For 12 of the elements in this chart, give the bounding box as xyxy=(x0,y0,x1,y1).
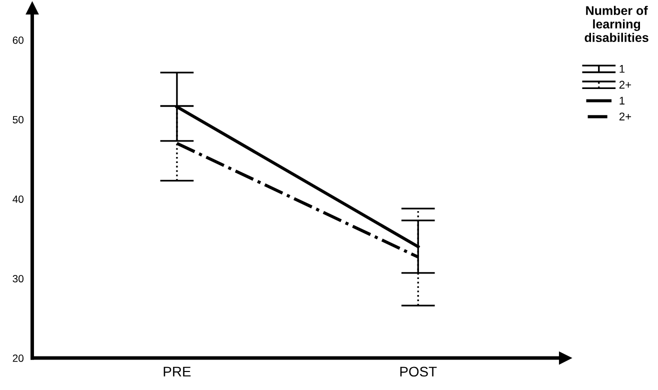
y-tick-label: 50 xyxy=(12,116,24,124)
y-tick-label: 30 xyxy=(12,275,24,282)
legend-label: 1 xyxy=(620,96,625,104)
y-tick-label: 20 xyxy=(12,354,24,362)
text: 1 xyxy=(620,65,625,73)
y-tick-label: 60 xyxy=(12,36,24,44)
legend-title: Number of learning disabilities xyxy=(584,6,648,42)
x-tick-label: POST xyxy=(400,366,437,377)
text: 2+ xyxy=(619,80,631,89)
y-tick-label: 40 xyxy=(12,196,24,203)
x-tick-label: PRE xyxy=(164,366,191,376)
legend-label: 2+ xyxy=(619,112,631,120)
